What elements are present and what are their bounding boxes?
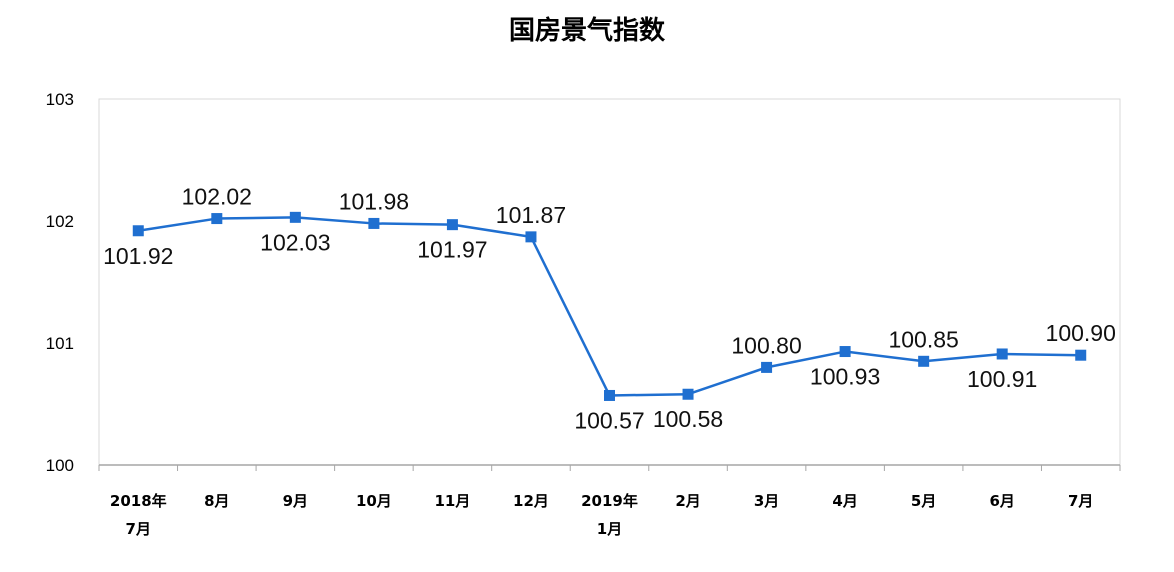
- y-tick-label: 102: [46, 212, 74, 231]
- data-point-marker: [211, 213, 223, 225]
- data-point-marker: [918, 355, 930, 367]
- data-point-marker: [682, 388, 694, 400]
- x-tick-label: 2019年: [581, 492, 638, 510]
- data-label: 102.02: [182, 184, 252, 210]
- data-label: 102.03: [260, 229, 330, 255]
- x-tick-label: 12月: [513, 492, 549, 510]
- x-tick-label: 2月: [675, 492, 700, 510]
- data-point-marker: [604, 389, 615, 401]
- data-point-marker: [446, 219, 458, 231]
- data-point-marker: [1075, 349, 1087, 361]
- x-tick-label: 3月: [754, 492, 779, 510]
- data-label: 101.92: [103, 243, 173, 269]
- data-label: 100.58: [653, 406, 723, 432]
- x-tick-label: 7月: [1068, 492, 1093, 510]
- data-label: 101.98: [339, 188, 409, 214]
- x-tick-label: 5月: [911, 492, 936, 510]
- data-label: 100.57: [574, 407, 644, 433]
- y-tick-label: 100: [46, 456, 74, 475]
- chart-title: 国房景气指数: [508, 16, 665, 46]
- x-tick-label: 6月: [989, 492, 1014, 510]
- data-label: 100.93: [810, 364, 880, 390]
- y-tick-label: 101: [46, 334, 74, 353]
- data-point-marker: [761, 361, 773, 373]
- x-tick-label: 1月: [597, 520, 622, 538]
- data-label: 100.80: [731, 332, 801, 358]
- data-point-marker: [525, 231, 537, 243]
- x-tick-label: 7月: [126, 520, 151, 538]
- data-point-marker: [132, 225, 144, 237]
- data-label: 100.85: [888, 326, 958, 352]
- data-point-marker: [839, 346, 851, 358]
- x-tick-label: 9月: [283, 492, 308, 510]
- data-label: 101.87: [496, 202, 566, 228]
- data-point-marker: [368, 217, 380, 229]
- x-tick-label: 8月: [204, 492, 229, 510]
- x-tick-label: 11月: [434, 492, 470, 510]
- data-point-marker: [289, 211, 301, 223]
- data-point-marker: [996, 348, 1008, 360]
- data-label: 101.97: [417, 237, 487, 263]
- y-tick-label: 103: [46, 90, 74, 109]
- data-label: 100.90: [1046, 320, 1116, 346]
- x-tick-label: 10月: [356, 492, 392, 510]
- x-tick-label: 2018年: [110, 492, 167, 510]
- data-label: 100.91: [967, 366, 1037, 392]
- x-tick-label: 4月: [832, 492, 857, 510]
